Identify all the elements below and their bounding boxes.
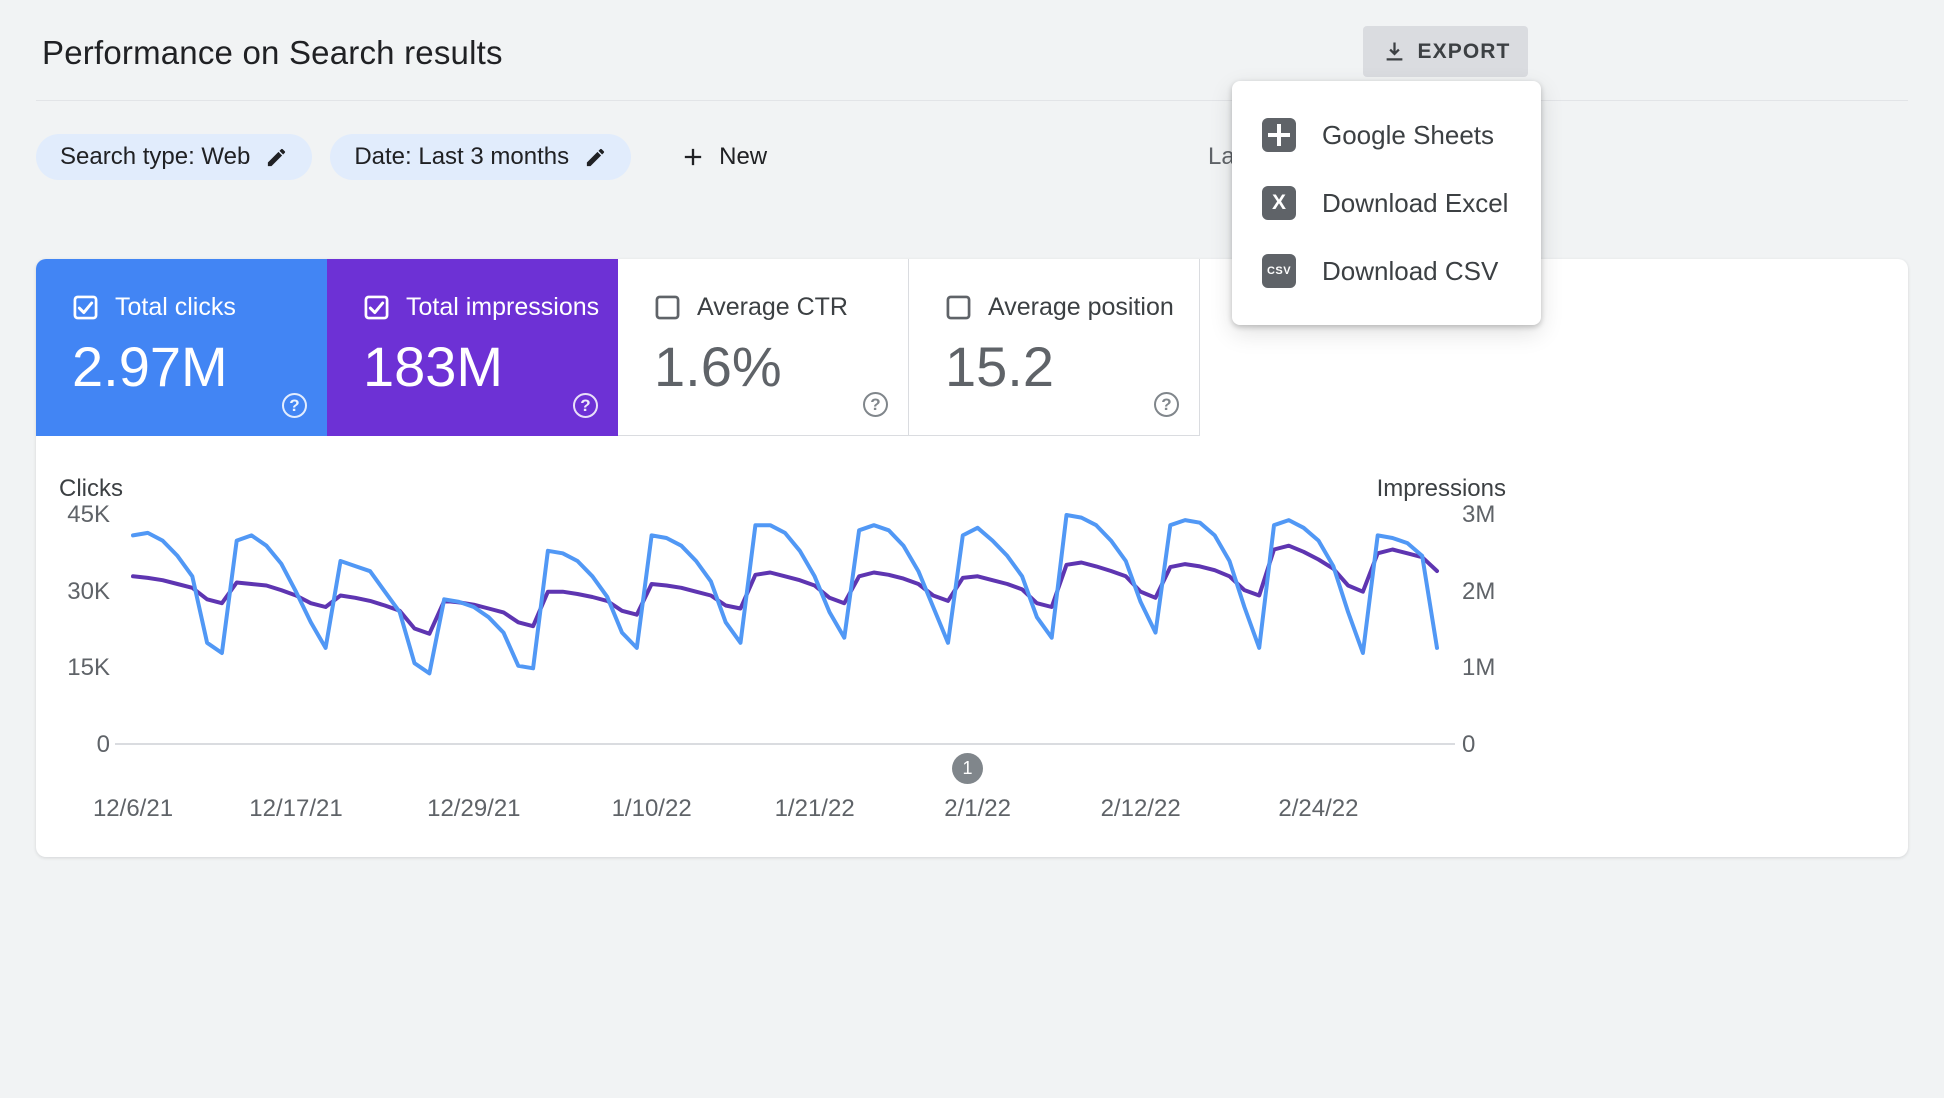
x-axis-label: 12/29/21 bbox=[427, 795, 521, 822]
x-axis-label: 1/10/22 bbox=[611, 795, 692, 822]
x-axis-label: 2/1/22 bbox=[944, 795, 1011, 822]
help-icon[interactable] bbox=[282, 393, 307, 418]
metric-card-total-impressions[interactable]: Total impressions 183M bbox=[327, 259, 618, 436]
metric-value: 2.97M bbox=[72, 335, 228, 398]
metric-card-average-ctr[interactable]: Average CTR 1.6% bbox=[618, 259, 909, 436]
x-axis-label: 2/24/22 bbox=[1278, 795, 1359, 822]
left-axis-tick: 0 bbox=[96, 731, 110, 758]
date-range-chip[interactable]: Date: Last 3 months bbox=[330, 134, 632, 180]
metric-card-total-clicks[interactable]: Total clicks 2.97M bbox=[36, 259, 327, 436]
metric-value: 183M bbox=[363, 335, 504, 398]
x-axis-labels: 12/6/21 12/17/21 12/29/21 1/10/22 1/21/22 2/1… bbox=[93, 795, 1437, 827]
right-axis-tick: 3M bbox=[1462, 501, 1496, 528]
header-divider bbox=[36, 100, 1908, 101]
checkbox-icon bbox=[946, 295, 971, 320]
total-clicks-checkbox[interactable] bbox=[72, 294, 99, 321]
help-icon[interactable] bbox=[1154, 392, 1179, 417]
google-sheets-icon bbox=[1262, 118, 1296, 152]
x-axis-label: 12/6/21 bbox=[92, 795, 174, 822]
new-filter-label: New bbox=[719, 143, 768, 170]
metric-value: 1.6% bbox=[654, 335, 782, 398]
checkbox-icon bbox=[364, 295, 389, 320]
help-icon[interactable] bbox=[573, 393, 598, 418]
search-type-chip-label: Search type: Web bbox=[60, 143, 251, 170]
search-type-chip[interactable]: Search type: Web bbox=[36, 134, 313, 180]
metric-cards-row: Total clicks 2.97M Total impressions 183… bbox=[36, 259, 1200, 436]
download-icon bbox=[1386, 42, 1402, 61]
new-filter-button[interactable]: New bbox=[661, 134, 785, 180]
left-axis-tick: 30K bbox=[67, 578, 110, 605]
export-button[interactable]: EXPORT bbox=[1363, 26, 1528, 77]
left-axis-tick: 15K bbox=[67, 654, 110, 681]
menu-item-label: Download Excel bbox=[1322, 187, 1509, 218]
average-position-checkbox[interactable] bbox=[945, 294, 972, 321]
export-menu: Google Sheets Download Excel Download CS… bbox=[1232, 81, 1541, 325]
metric-label: Average position bbox=[988, 293, 1174, 321]
x-axis-label: 12/17/21 bbox=[249, 795, 343, 822]
chart-baseline bbox=[115, 743, 1455, 745]
metric-label: Total clicks bbox=[115, 293, 236, 321]
left-axis-title: Clicks bbox=[59, 475, 123, 502]
checkbox-icon bbox=[655, 295, 680, 320]
plus-icon bbox=[684, 148, 702, 166]
menu-item-download-excel[interactable]: Download Excel bbox=[1232, 169, 1541, 237]
menu-item-label: Google Sheets bbox=[1322, 119, 1495, 150]
metric-card-average-position[interactable]: Average position 15.2 bbox=[909, 259, 1200, 436]
metrics-panel: Total clicks 2.97M Total impressions 183… bbox=[36, 259, 1908, 857]
metric-label: Total impressions bbox=[406, 293, 600, 321]
left-axis-tick: 45K bbox=[67, 501, 110, 528]
x-axis-label: 1/21/22 bbox=[774, 795, 855, 822]
right-axis-tick: 1M bbox=[1462, 654, 1496, 681]
right-axis-title: Impressions bbox=[1376, 475, 1506, 502]
performance-chart bbox=[131, 513, 1439, 676]
page-title: Performance on Search results bbox=[42, 34, 503, 71]
menu-item-google-sheets[interactable]: Google Sheets bbox=[1232, 101, 1541, 169]
edit-pencil-icon[interactable] bbox=[584, 146, 607, 169]
right-axis-tick: 0 bbox=[1462, 731, 1476, 758]
csv-icon bbox=[1262, 254, 1296, 288]
last-updated-text: La bbox=[1208, 143, 1235, 170]
right-axis-tick: 2M bbox=[1462, 578, 1496, 605]
date-range-chip-label: Date: Last 3 months bbox=[354, 143, 570, 170]
export-button-label: EXPORT bbox=[1417, 39, 1511, 63]
metric-label: Average CTR bbox=[697, 293, 848, 321]
checkbox-icon bbox=[73, 295, 98, 320]
average-ctr-checkbox[interactable] bbox=[654, 294, 681, 321]
help-icon[interactable] bbox=[863, 392, 888, 417]
chart-pager[interactable]: 1 bbox=[952, 753, 983, 784]
menu-item-download-csv[interactable]: Download CSV bbox=[1232, 237, 1541, 305]
metric-value: 15.2 bbox=[945, 335, 1054, 398]
x-axis-label: 2/12/22 bbox=[1100, 795, 1181, 822]
excel-icon bbox=[1262, 186, 1296, 220]
filters-bar: Search type: Web Date: Last 3 months New bbox=[36, 134, 785, 180]
total-impressions-checkbox[interactable] bbox=[363, 294, 390, 321]
edit-pencil-icon[interactable] bbox=[265, 146, 288, 169]
menu-item-label: Download CSV bbox=[1322, 255, 1499, 286]
